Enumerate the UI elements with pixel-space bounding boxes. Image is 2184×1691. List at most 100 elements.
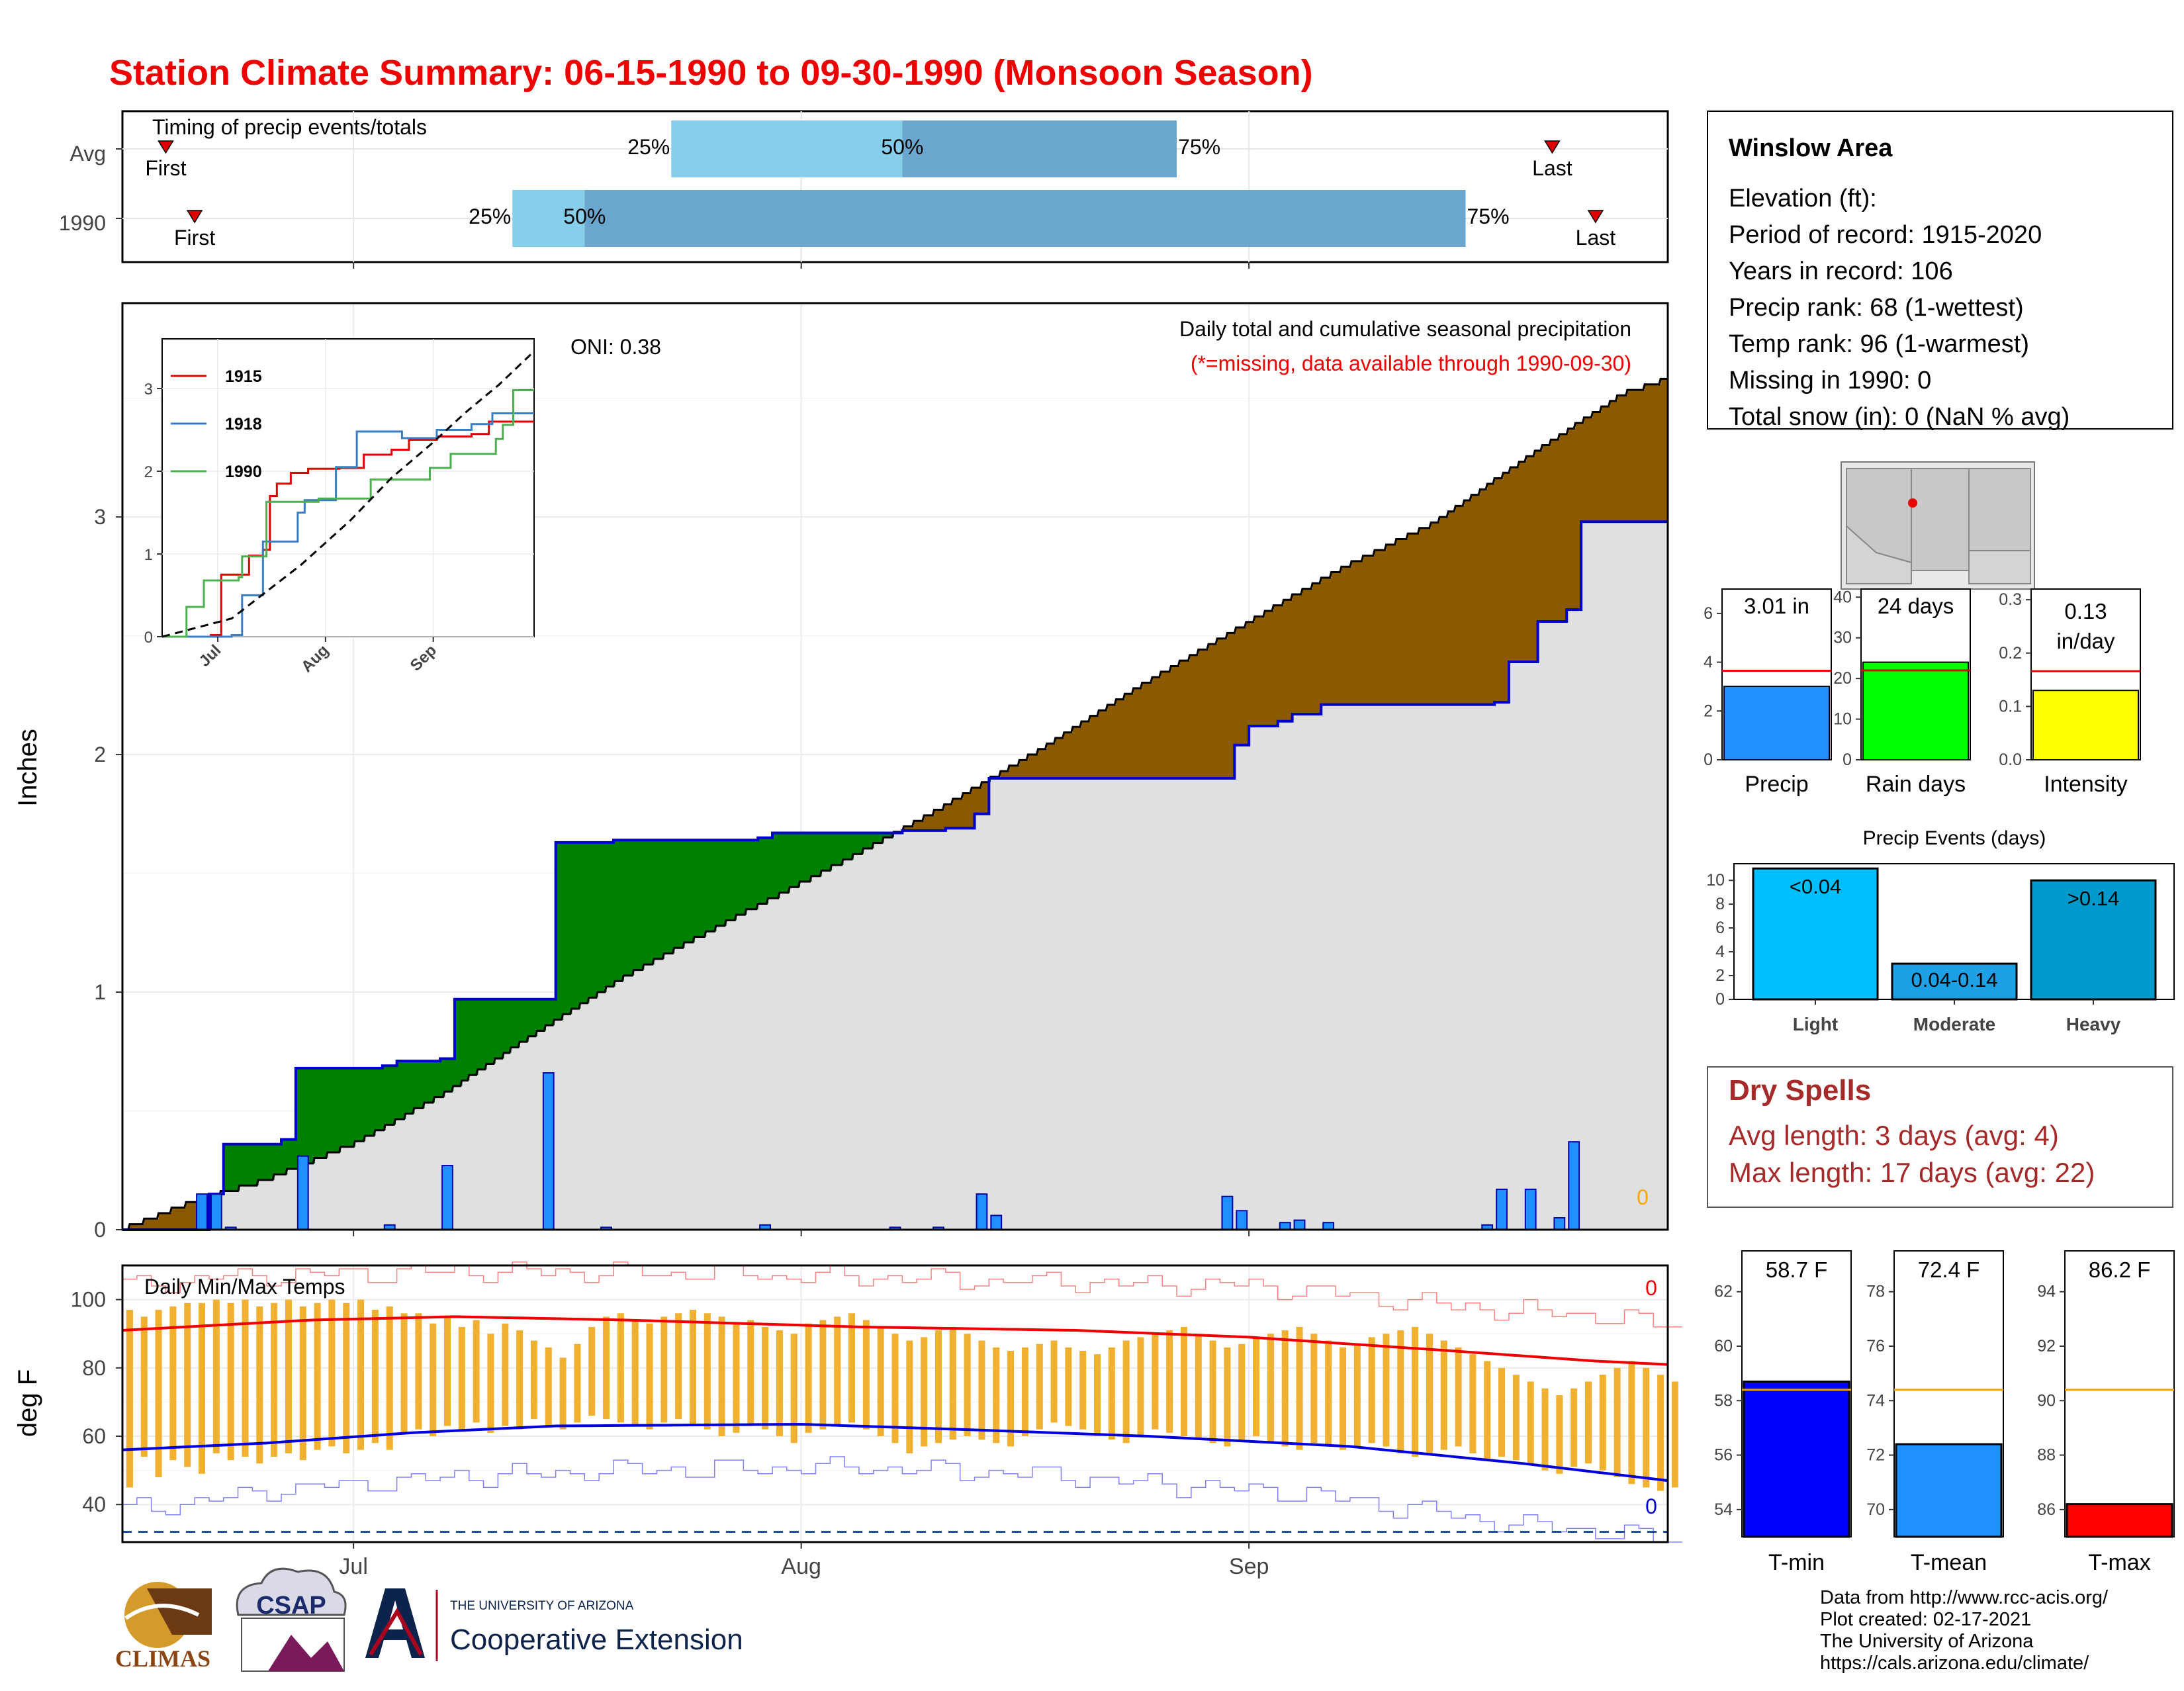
deficit-band — [1249, 621, 1251, 726]
deficit-band — [1115, 704, 1116, 778]
deficit-band — [941, 809, 944, 831]
deficit-band — [1477, 494, 1479, 705]
deficit-band — [1569, 428, 1572, 610]
credit-line: The University of Arizona — [1820, 1631, 2034, 1652]
deficit-band — [1402, 539, 1404, 705]
deficit-band — [1600, 412, 1602, 522]
surplus-band — [886, 833, 889, 838]
deficit-band — [1498, 478, 1501, 703]
summary-bar-tick-label: 2 — [1704, 702, 1713, 720]
university-of-arizona-logo[interactable]: THE UNIVERSITY OF ARIZONA Cooperative Ex… — [365, 1588, 743, 1661]
deficit-band — [1656, 384, 1659, 522]
deficit-band — [1491, 483, 1494, 705]
daily-temp-range-bar — [1455, 1347, 1462, 1447]
surplus-band — [475, 999, 477, 1075]
deficit-band — [142, 1224, 145, 1230]
deficit-band — [1050, 743, 1052, 778]
surplus-band — [438, 1061, 441, 1097]
surplus-band — [684, 840, 686, 942]
deficit-band — [1330, 577, 1332, 705]
precip-panel: 0 1 2 3 Daily total and cumulative seasonal… — [13, 302, 1669, 1242]
deficit-band — [1058, 738, 1060, 778]
daily-temp-range-bar — [271, 1303, 278, 1457]
surplus-band — [772, 833, 774, 899]
deficit-band — [1001, 771, 1004, 778]
deficit-band — [917, 821, 919, 831]
x-tick-label: Sep — [1229, 1554, 1269, 1579]
avg-p75-label: 75% — [1178, 135, 1220, 159]
daily-temp-range-bar — [1368, 1337, 1375, 1443]
daily-temp-range-bar — [1628, 1361, 1635, 1485]
surplus-band — [815, 833, 818, 876]
surplus-band — [330, 1068, 333, 1153]
surplus-band — [668, 840, 670, 954]
summary-bar-tick-label: 4 — [1704, 653, 1713, 672]
deficit-band — [1078, 727, 1081, 778]
deficit-band — [193, 1202, 195, 1230]
surplus-band — [615, 840, 617, 982]
surplus-band — [518, 999, 520, 1048]
deficit-band — [1139, 688, 1142, 778]
deficit-band — [1496, 478, 1498, 703]
deficit-band — [1234, 633, 1237, 745]
temp-bar-value — [2066, 1503, 2173, 1538]
temp-bar-tick-label: 72 — [1866, 1446, 1885, 1465]
deficit-band — [1365, 555, 1368, 705]
deficit-band — [1565, 434, 1567, 622]
surplus-band — [549, 999, 552, 1026]
climas-logo[interactable]: CLIMAS — [115, 1582, 212, 1672]
surplus-band — [564, 842, 567, 1015]
surplus-band — [310, 1068, 312, 1164]
surplus-band — [844, 833, 846, 860]
summary-bar-label: Precip — [1745, 772, 1808, 797]
surplus-band — [470, 999, 473, 1075]
deficit-band — [977, 788, 979, 814]
csap-logo[interactable]: CSAP — [236, 1567, 347, 1672]
deficit-band — [136, 1224, 139, 1230]
deficit-band — [1130, 694, 1132, 778]
surplus-band — [852, 833, 854, 860]
daily-temp-range-bar — [184, 1303, 191, 1467]
deficit-band — [1120, 699, 1122, 778]
deficit-band — [129, 1224, 132, 1230]
surplus-band — [441, 1058, 444, 1097]
inset-legend-label: 1915 — [225, 367, 262, 386]
surplus-band — [502, 999, 504, 1059]
deficit-band — [973, 788, 976, 829]
surplus-band — [302, 1068, 305, 1164]
surplus-band — [256, 1144, 259, 1186]
daily-temp-range-bar — [212, 1299, 220, 1453]
deficit-band — [1187, 661, 1189, 778]
dry-spells-panel: Dry Spells Avg length: 3 days (avg: 4) M… — [1707, 1066, 2173, 1208]
surplus-band — [290, 1139, 292, 1169]
surplus-band — [447, 1058, 449, 1092]
surplus-band — [480, 999, 482, 1070]
surplus-band — [347, 1068, 350, 1147]
daily-temp-range-bar — [1253, 1337, 1260, 1437]
deficit-band — [1448, 511, 1451, 705]
surplus-band — [756, 840, 758, 909]
surplus-band — [395, 1066, 398, 1120]
deficit-band — [1647, 384, 1650, 522]
surplus-band — [741, 840, 743, 915]
dry-spells-avg: Avg length: 3 days (avg: 4) — [1729, 1120, 2059, 1151]
deficit-band — [1614, 400, 1617, 522]
surplus-band — [821, 833, 823, 871]
daily-temp-range-bar — [502, 1323, 509, 1426]
surplus-band — [799, 833, 802, 882]
daily-temp-range-bar — [993, 1347, 1000, 1443]
surplus-band — [567, 842, 569, 1015]
deficit-band — [976, 788, 978, 814]
summary-bar-tick-label: 0 — [1843, 751, 1852, 769]
surplus-band — [326, 1068, 328, 1158]
x-tick-label: Aug — [781, 1554, 821, 1579]
deficit-band — [1613, 400, 1615, 522]
surplus-band — [697, 840, 700, 937]
deficit-band — [152, 1218, 155, 1230]
deficit-band — [1379, 550, 1381, 705]
deficit-band — [966, 793, 968, 829]
daily-temp-range-bar — [371, 1310, 379, 1443]
deficit-band — [934, 809, 936, 831]
deficit-band — [1177, 666, 1179, 778]
deficit-band — [1185, 661, 1187, 778]
